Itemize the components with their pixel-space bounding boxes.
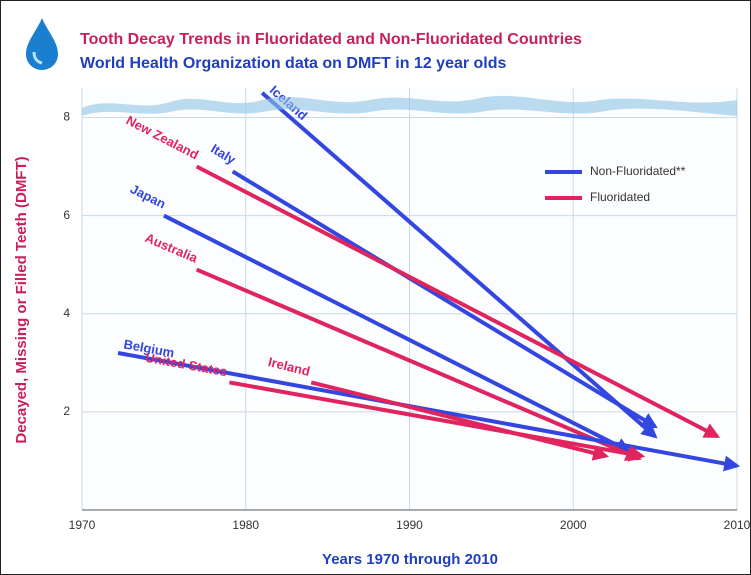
chart-subtitle: World Health Organization data on DMFT i… [80,55,507,72]
trend-line [162,213,632,453]
water-wave [82,95,737,116]
legend-label: Non-Fluoridated** [590,164,686,178]
x-tick-label: 1990 [396,518,423,532]
y-tick-label: 8 [63,110,70,124]
y-tick-label: 6 [63,208,70,222]
x-tick-label: 2000 [560,518,587,532]
x-tick-label: 1980 [232,518,259,532]
trend-line [260,91,658,439]
trend-line [195,267,642,461]
trend-line [231,169,658,429]
trend-line [310,380,610,461]
trend-line [195,164,721,439]
drop-highlight [32,51,43,65]
chart-title: Tooth Decay Trends in Fluoridated and No… [80,31,582,48]
y-axis-label: Decayed, Missing or Filled Teeth (DMFT) [13,156,30,443]
y-tick-label: 2 [63,404,70,418]
x-axis-label: Years 1970 through 2010 [322,551,498,568]
trend-line [229,380,646,462]
x-tick-label: 1970 [69,518,96,532]
legend-label: Fluoridated [590,190,650,204]
y-tick-label: 4 [63,306,70,320]
x-tick-label: 2010 [724,518,751,532]
